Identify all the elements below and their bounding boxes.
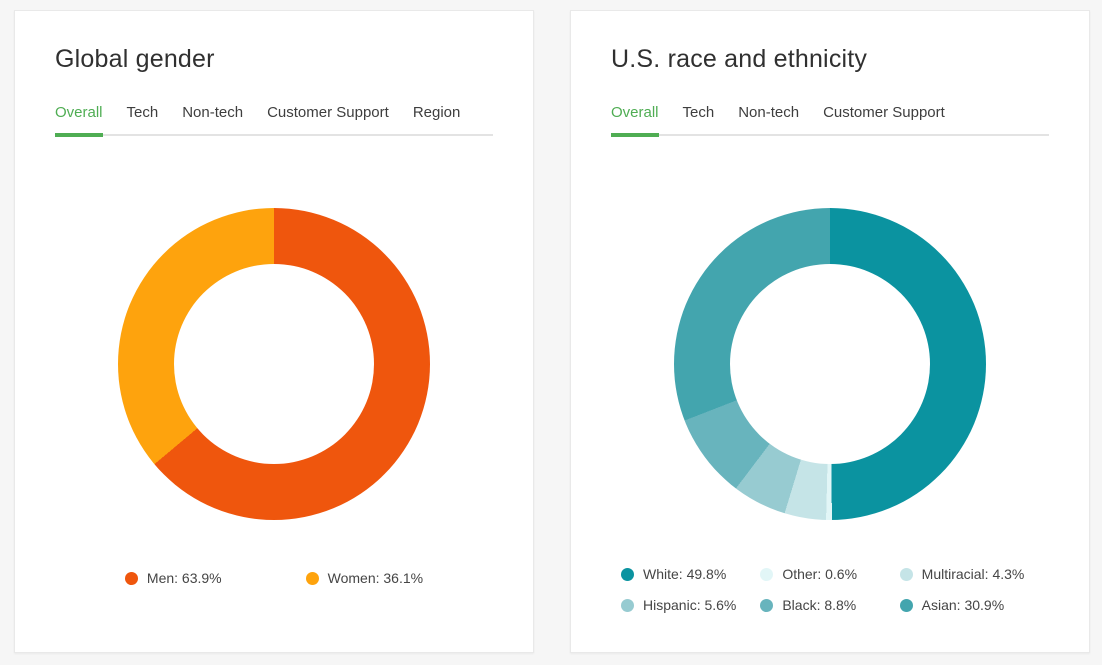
tab-tech[interactable]: Tech xyxy=(127,104,159,134)
legend-label-black: Black: 8.8% xyxy=(782,597,857,613)
legend-us-race-ethnicity: White: 49.8% Other: 0.6% Multiracial: 4.3%… xyxy=(611,566,1049,613)
legend-item-women: Women: 36.1% xyxy=(305,570,424,586)
tab-non-tech[interactable]: Non-tech xyxy=(182,104,243,134)
legend-swatch-other xyxy=(760,567,774,581)
legend-item-hispanic: Hispanic: 5.6% xyxy=(621,597,760,613)
tab-customer-support[interactable]: Customer Support xyxy=(823,104,945,134)
page-title-us-race-ethnicity: U.S. race and ethnicity xyxy=(611,45,868,73)
tab-overall[interactable]: Overall xyxy=(611,104,659,137)
legend-label-asian: Asian: 30.9% xyxy=(921,597,1005,613)
donut-hole xyxy=(174,264,374,464)
page-title-global-gender: Global gender xyxy=(55,45,215,73)
tab-region[interactable]: Region xyxy=(413,104,461,134)
tab-bar-us-race-ethnicity: Overall Tech Non-tech Customer Support xyxy=(611,104,1049,137)
tab-non-tech[interactable]: Non-tech xyxy=(738,104,799,134)
tab-bar-global-gender: Overall Tech Non-tech Customer Support Regio… xyxy=(55,104,493,137)
legend-item-asian: Asian: 30.9% xyxy=(899,597,1039,613)
donut-chart-us-race-ethnicity xyxy=(674,208,986,520)
legend-swatch-hispanic xyxy=(621,598,634,612)
chart-area xyxy=(611,208,1049,520)
legend-label-hispanic: Hispanic: 5.6% xyxy=(643,597,737,613)
donut-hole xyxy=(730,264,930,464)
tab-customer-support[interactable]: Customer Support xyxy=(267,104,389,134)
donut-chart-global-gender xyxy=(118,208,430,520)
legend-swatch-women xyxy=(305,571,319,585)
legend-swatch-white xyxy=(621,567,634,581)
legend-item-black: Black: 8.8% xyxy=(760,597,899,613)
legend-swatch-multiracial xyxy=(899,567,913,581)
card-us-race-ethnicity: U.S. race and ethnicity Overall Tech Non-t… xyxy=(570,10,1090,653)
chart-area xyxy=(55,208,493,520)
legend-swatch-men xyxy=(124,571,138,585)
legend-item-men: Men: 63.9% xyxy=(124,570,222,586)
legend-label-white: White: 49.8% xyxy=(643,566,727,582)
legend-item-other: Other: 0.6% xyxy=(760,566,899,582)
legend-swatch-asian xyxy=(899,598,913,612)
legend-item-white: White: 49.8% xyxy=(621,566,760,582)
legend-label-women: Women: 36.1% xyxy=(327,570,424,586)
tab-tech[interactable]: Tech xyxy=(683,104,715,134)
legend-item-multiracial: Multiracial: 4.3% xyxy=(899,566,1039,582)
legend-global-gender: Men: 63.9% Women: 36.1% xyxy=(55,570,493,586)
legend-label-other: Other: 0.6% xyxy=(782,566,858,582)
legend-swatch-black xyxy=(760,598,774,612)
legend-label-men: Men: 63.9% xyxy=(146,570,222,586)
card-global-gender: Global gender Overall Tech Non-tech Custome… xyxy=(14,10,534,653)
tab-overall[interactable]: Overall xyxy=(55,104,103,137)
legend-label-multiracial: Multiracial: 4.3% xyxy=(921,566,1025,582)
